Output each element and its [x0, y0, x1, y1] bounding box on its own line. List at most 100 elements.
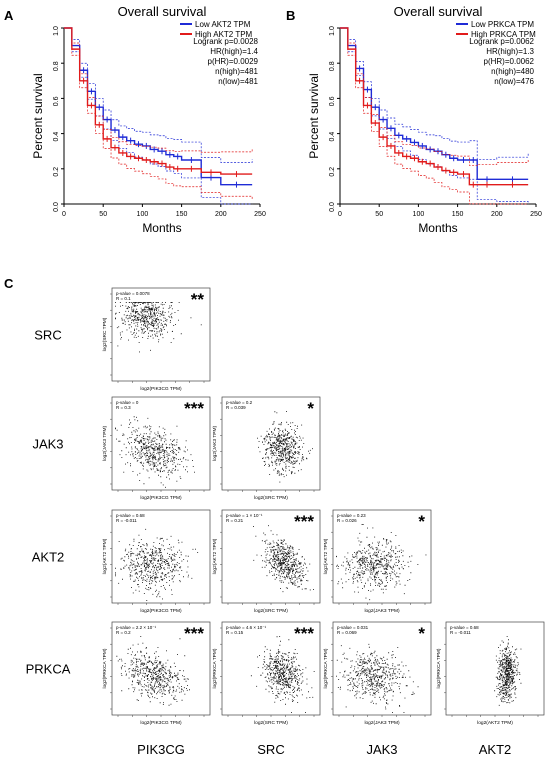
stat-r-value: R = -0.011	[450, 630, 471, 635]
stat-p-value: p-value = 0.68	[116, 513, 145, 518]
y-tick-label: 1.0	[53, 26, 60, 36]
x-axis-label: log2(SRC TPM)	[254, 608, 288, 614]
scatter-cell: p-value = 2.2 × 10⁻¹R = 0.2 *** log2(PIK3C…	[102, 621, 211, 726]
y-axis-label: log2(AKT2 TPM)	[212, 538, 218, 574]
significance-stars: ***	[294, 512, 314, 531]
stat-p-value: p-value = 0.68	[450, 625, 479, 630]
chart-title: Overall survival	[394, 4, 483, 19]
scatter-points	[250, 636, 315, 713]
km-panel-akt2: Overall survival 0.0 0.2 0.4 0.6 0.8 1.0 0 50 100…	[31, 4, 266, 235]
scatter-points	[115, 416, 195, 488]
col-label-pik3cg: PIK3CG	[137, 742, 185, 757]
y-axis-label: Percent survival	[31, 73, 45, 158]
col-label-akt2: AKT2	[479, 742, 512, 757]
significance-stars: *	[418, 512, 425, 531]
x-axis-label: log2(JAK3 TPM)	[364, 720, 400, 726]
scatter-cell: p-value = 0.68R = -0.011 log2(PIK3CG TPM)…	[102, 509, 211, 614]
y-axis-label: Percent survival	[307, 73, 321, 158]
x-tick-label: 50	[99, 211, 107, 218]
x-tick-label: 0	[338, 211, 342, 218]
scatter-cell: p-value = 0R = 0.3 *** log2(PIK3CG TPM) log…	[102, 396, 211, 501]
panel-label-c: C	[4, 276, 14, 291]
y-tick-label: 0.6	[53, 96, 60, 106]
km-panel-prkca: Overall survival 0.0 0.2 0.4 0.6 0.8 1.0 0 50 100…	[307, 4, 542, 235]
ci-lower-line	[340, 27, 529, 205]
y-tick-label: 0.8	[329, 61, 336, 71]
y-axis-label: log2(JAK3 TPM)	[102, 426, 108, 462]
y-tick-label: 1.0	[329, 26, 336, 36]
stat-r-value: R = 0.026	[337, 518, 357, 523]
stat-text: Logrank p=0.0028	[193, 37, 258, 46]
scatter-points	[494, 636, 522, 706]
x-tick-label: 150	[176, 211, 188, 218]
stat-text: Logrank p=0.0062	[469, 37, 534, 46]
row-label-prkca: PRKCA	[26, 662, 71, 677]
legend-label: High PRKCA TPM	[471, 30, 536, 39]
stat-text: n(high)=480	[491, 67, 534, 76]
x-tick-label: 0	[62, 211, 66, 218]
stat-text: n(low)=481	[218, 77, 258, 86]
survival-line	[340, 27, 529, 186]
stat-p-value: p-value = 0	[116, 400, 139, 405]
x-axis-label: log2(PIK3CG TPM)	[140, 495, 182, 501]
scatter-frame	[221, 621, 321, 716]
scatter-frame	[221, 396, 321, 491]
stat-r-value: R = 0.3	[116, 405, 131, 410]
scatter-cell: p-value = 0.23R = 0.026 * log2(JAK3 TPM) lo…	[323, 509, 432, 614]
stat-p-value: p-value = 2.2 × 10⁻¹	[116, 625, 157, 630]
x-axis-label: log2(PIK3CG TPM)	[140, 720, 182, 726]
significance-stars: ***	[184, 399, 204, 418]
row-label-akt2: AKT2	[32, 550, 65, 565]
x-axis-label: log2(SRC TPM)	[254, 720, 288, 726]
scatter-frame	[445, 621, 545, 716]
stat-text: HR(high)=1.3	[486, 47, 534, 56]
stat-text: HR(high)=1.4	[210, 47, 258, 56]
x-tick-label: 250	[530, 211, 542, 218]
y-axis-label: log2(SRC TPM)	[102, 317, 108, 351]
stat-r-value: R = 0.1	[116, 296, 131, 301]
y-axis-label: log2(PRKCA TPM)	[212, 648, 218, 688]
scatter-frame	[332, 509, 432, 604]
y-tick-label: 0.8	[53, 61, 60, 71]
y-axis-label: log2(AKT2 TPM)	[102, 538, 108, 574]
x-tick-label: 250	[254, 211, 266, 218]
stat-p-value: p-value = 1 × 10⁻¹	[226, 513, 263, 518]
y-tick-label: 0.6	[329, 96, 336, 106]
stat-r-value: R = 0.21	[226, 518, 244, 523]
legend-label: Low PRKCA TPM	[471, 20, 534, 29]
x-axis-label: log2(JAK3 TPM)	[364, 608, 400, 614]
scatter-frame	[332, 621, 432, 716]
scatter-cell: p-value = 1 × 10⁻¹R = 0.21 *** log2(SRC TP…	[212, 509, 321, 614]
scatter-frame	[111, 509, 211, 604]
scatter-cell: p-value = 4.6 × 10⁻¹R = 0.15 *** log2(SRC …	[212, 621, 321, 726]
ci-upper-line	[64, 27, 253, 163]
y-tick-label: 0.4	[53, 132, 60, 142]
y-tick-label: 0.0	[53, 202, 60, 212]
x-axis-label: Months	[142, 221, 181, 235]
stat-p-value: p-value = 0.031	[337, 625, 369, 630]
row-label-src: SRC	[34, 328, 61, 343]
panel-label-b: B	[286, 8, 295, 23]
x-tick-label: 150	[452, 211, 464, 218]
stat-p-value: p-value = 0.0078	[116, 291, 150, 296]
stat-r-value: R = 0.039	[226, 405, 246, 410]
scatter-frame	[111, 396, 211, 491]
x-tick-label: 100	[413, 211, 425, 218]
x-tick-label: 200	[491, 211, 503, 218]
y-tick-label: 0.4	[329, 132, 336, 142]
x-axis-label: log2(SRC TPM)	[254, 495, 288, 501]
stat-r-value: R = 0.069	[337, 630, 357, 635]
ci-upper-line	[64, 27, 253, 153]
stat-text: p(HR)=0.0029	[208, 57, 259, 66]
stat-text: p(HR)=0.0062	[484, 57, 535, 66]
stat-r-value: R = -0.011	[116, 518, 137, 523]
chart-title: Overall survival	[118, 4, 207, 19]
x-tick-label: 200	[215, 211, 227, 218]
significance-stars: **	[191, 290, 205, 309]
x-axis-label: Months	[418, 221, 457, 235]
y-tick-label: 0.0	[329, 202, 336, 212]
y-axis-label: log2(PRKCA TPM)	[436, 648, 442, 688]
